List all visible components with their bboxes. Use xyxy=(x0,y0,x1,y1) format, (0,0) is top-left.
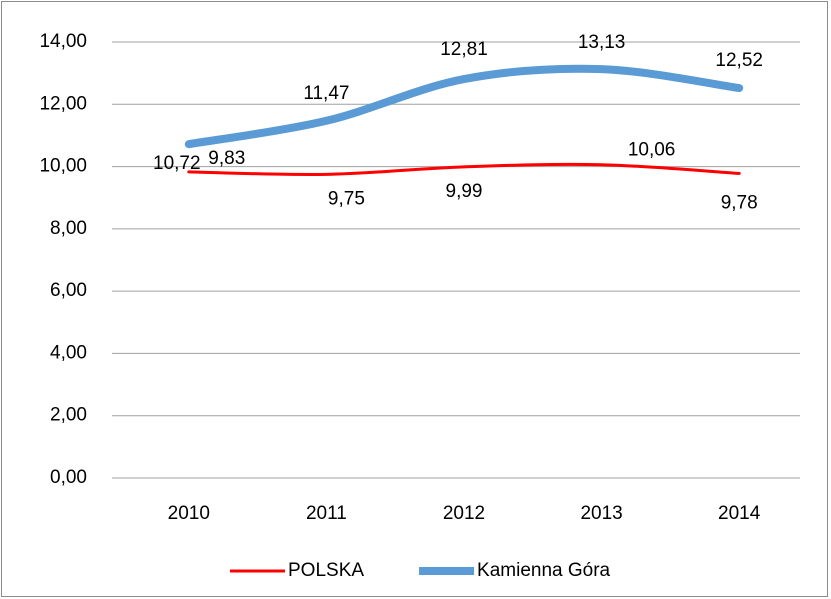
y-tick-label: 0,00 xyxy=(50,467,87,488)
y-tick-label: 14,00 xyxy=(39,31,87,52)
x-tick-label: 2012 xyxy=(443,503,485,524)
x-tick-label: 2011 xyxy=(306,503,347,524)
x-tick-label: 2014 xyxy=(718,503,761,524)
data-label: 12,81 xyxy=(440,39,488,60)
data-label: 12,52 xyxy=(715,50,763,71)
y-tick-label: 2,00 xyxy=(50,405,87,426)
x-tick-label: 2010 xyxy=(168,503,210,524)
data-label: 11,47 xyxy=(303,83,349,104)
x-tick-label: 2013 xyxy=(580,503,622,524)
series-line xyxy=(187,162,741,176)
data-label: 9,99 xyxy=(446,181,483,202)
y-tick-label: 6,00 xyxy=(50,280,87,301)
data-label: 9,83 xyxy=(208,148,245,169)
y-tick-label: 8,00 xyxy=(50,218,87,239)
data-label: 9,78 xyxy=(721,192,758,213)
data-label: 10,72 xyxy=(153,153,201,174)
data-label: 9,75 xyxy=(328,188,365,209)
series-line xyxy=(184,64,744,149)
legend-label: Kamienna Góra xyxy=(477,560,611,581)
y-tick-label: 4,00 xyxy=(50,342,87,363)
legend-label: POLSKA xyxy=(288,560,364,581)
y-tick-label: 10,00 xyxy=(39,156,87,177)
data-label: 13,13 xyxy=(578,32,626,53)
y-tick-label: 12,00 xyxy=(39,93,87,114)
data-label: 10,06 xyxy=(628,140,676,161)
